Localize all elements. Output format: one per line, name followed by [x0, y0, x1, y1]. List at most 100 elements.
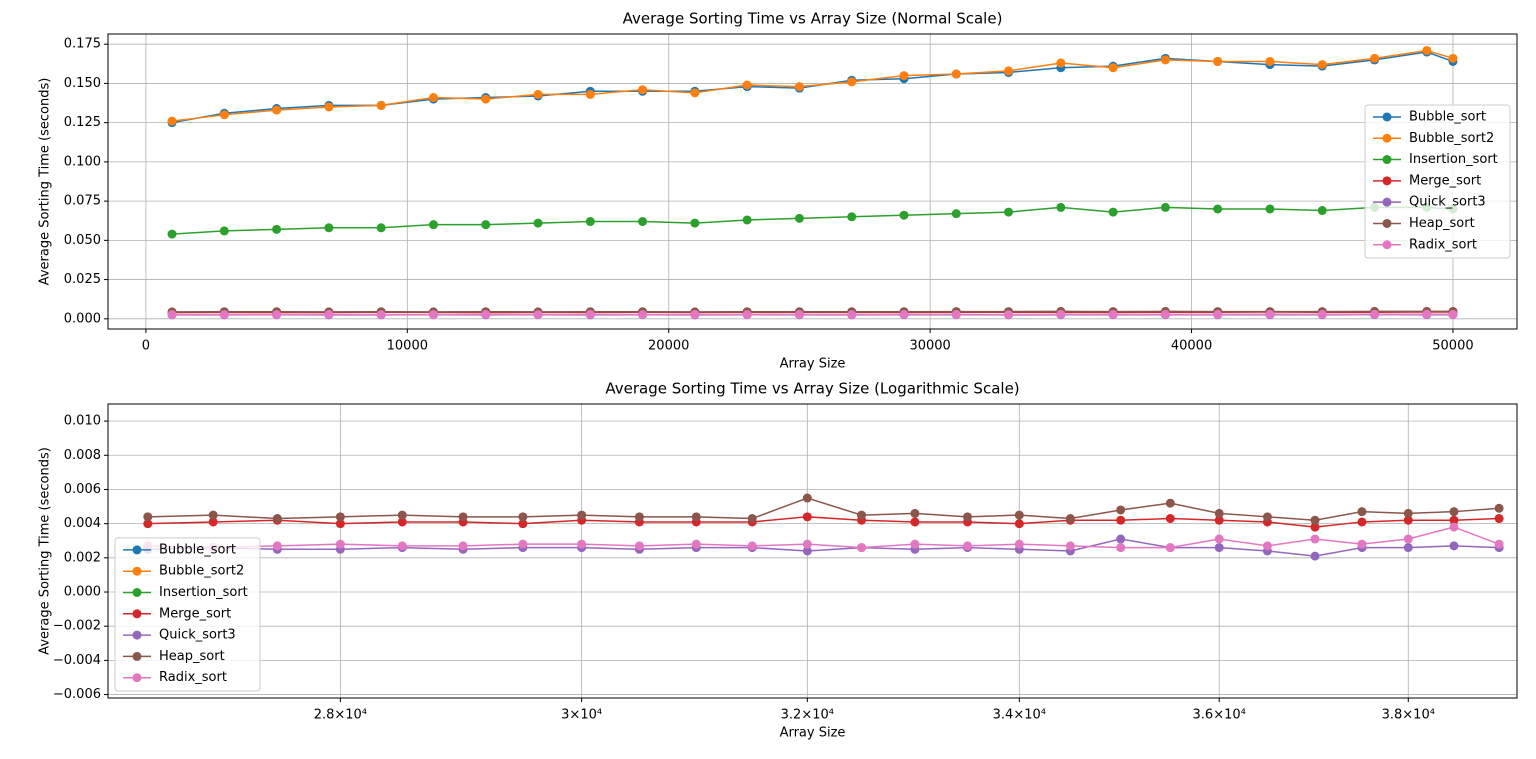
data-point [376, 100, 386, 110]
data-point [1056, 58, 1066, 68]
series-line [147, 538, 1500, 557]
data-point [1214, 543, 1224, 553]
x-tick-label: 10000 [387, 339, 428, 354]
legend-label: Insertion_sort [159, 585, 248, 600]
data-point [324, 102, 334, 112]
data-point [481, 94, 491, 104]
data-point [143, 512, 153, 522]
data-point [1370, 53, 1380, 63]
legend-marker [132, 545, 142, 555]
data-point [1165, 543, 1175, 553]
data-point [899, 71, 909, 81]
legend-marker [132, 609, 142, 619]
data-point [847, 77, 857, 87]
data-point [634, 541, 644, 551]
y-tick-label: 0.050 [64, 233, 101, 248]
data-point [428, 220, 438, 230]
data-point [691, 512, 701, 522]
data-point [742, 310, 752, 320]
data-point [638, 217, 648, 227]
data-point [1370, 309, 1380, 319]
x-tick-label: 3.4×10⁴ [993, 708, 1046, 723]
data-point [324, 223, 334, 233]
data-point [1449, 541, 1459, 551]
data-point [899, 210, 909, 220]
data-point [1494, 539, 1504, 549]
data-point [638, 85, 648, 95]
legend-label: Heap_sort [1409, 216, 1475, 231]
legend-marker [1382, 218, 1392, 228]
series-line [147, 497, 1500, 521]
data-point [533, 310, 543, 320]
data-point [481, 220, 491, 230]
legend-marker [132, 651, 142, 661]
data-point [1214, 515, 1224, 525]
data-point [1449, 507, 1459, 517]
data-point [324, 309, 334, 319]
y-tick-label: 0.010 [64, 414, 101, 429]
legend-label: Bubble_sort2 [159, 564, 244, 579]
data-point [1213, 309, 1223, 319]
data-point [1422, 45, 1432, 55]
data-point [1065, 514, 1075, 524]
data-point [1004, 66, 1014, 76]
y-tick-label: 0.008 [64, 448, 101, 463]
data-point [910, 539, 920, 549]
data-point [742, 215, 752, 225]
axes-frame [107, 33, 1518, 330]
data-point [1262, 512, 1272, 522]
data-point [335, 539, 345, 549]
legend-box [114, 537, 261, 692]
data-point [690, 218, 700, 228]
series-line [171, 49, 1454, 122]
data-point [794, 309, 804, 319]
data-point [802, 539, 812, 549]
data-point [585, 89, 595, 99]
y-tick-label: 0.000 [64, 585, 101, 600]
data-point [1265, 56, 1275, 66]
data-point [802, 512, 812, 522]
data-point [208, 510, 218, 520]
data-point [1214, 508, 1224, 518]
data-point [397, 517, 407, 527]
data-point [577, 510, 587, 520]
data-point [1213, 56, 1223, 66]
data-point [1116, 515, 1126, 525]
data-point [794, 213, 804, 223]
data-point [691, 539, 701, 549]
y-axis-label: Average Sorting Time (seconds) [38, 447, 53, 655]
data-point [1317, 206, 1327, 216]
y-tick-label: 0.006 [64, 482, 101, 497]
data-point [802, 546, 812, 556]
x-tick-label: 30000 [909, 339, 950, 354]
x-tick-label: 0 [142, 339, 150, 354]
data-point [638, 310, 648, 320]
axes: Average Sorting Time vs Array Size (Norm… [38, 10, 1518, 372]
data-point [847, 310, 857, 320]
data-point [1108, 309, 1118, 319]
data-point [1310, 551, 1320, 561]
data-point [458, 512, 468, 522]
y-tick-label: 0.100 [64, 154, 101, 169]
data-point [1014, 519, 1024, 529]
data-point [219, 226, 229, 236]
data-point [1317, 309, 1327, 319]
data-point [1004, 310, 1014, 320]
x-axis-label: Array Size [780, 357, 846, 372]
data-point [272, 541, 282, 551]
data-point [1213, 204, 1223, 214]
y-tick-label: 0.075 [64, 194, 101, 209]
y-tick-label: −0.006 [53, 687, 101, 702]
data-point [397, 510, 407, 520]
legend-label: Radix_sort [1409, 237, 1477, 252]
data-point [1448, 309, 1458, 319]
data-point [910, 508, 920, 518]
data-point [428, 310, 438, 320]
data-point [376, 223, 386, 233]
data-point [577, 539, 587, 549]
x-tick-label: 3.2×10⁴ [781, 708, 834, 723]
data-point [951, 209, 961, 219]
legend-label: Bubble_sort2 [1409, 131, 1494, 146]
data-point [272, 105, 282, 115]
